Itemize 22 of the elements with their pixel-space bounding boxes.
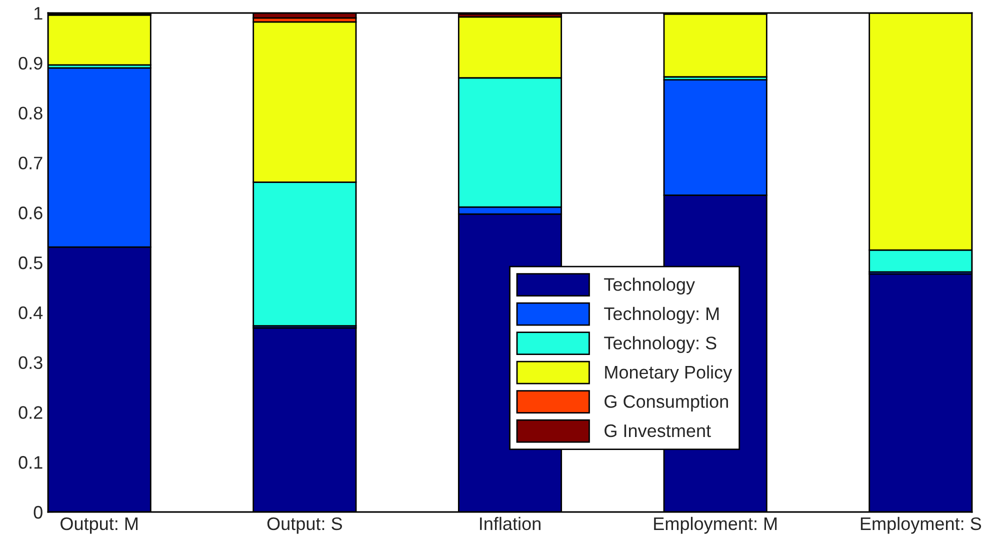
y-tick-label: 0.1	[18, 456, 42, 469]
legend-label: Monetary Policy	[605, 365, 732, 382]
y-tick-label: 0.8	[18, 106, 42, 120]
y-tick-label: 0.6	[18, 206, 42, 220]
x-tick-label: Employment: M	[654, 516, 777, 534]
legend-label: Technology: S	[604, 336, 716, 353]
legend-label: G Investment	[604, 424, 711, 438]
x-tick-label: Output: M	[60, 517, 138, 534]
y-tick-label: 0.5	[18, 256, 42, 270]
y-tick-label: 0.4	[18, 306, 43, 320]
legend-label: G Consumption	[604, 394, 728, 412]
y-tick-label: 0	[34, 506, 42, 519]
legend-label: Technology: M	[604, 306, 719, 324]
y-tick-label: 0.3	[18, 356, 42, 370]
x-tick-label: Employment: S	[860, 516, 982, 534]
y-tick-label: 0.2	[18, 406, 42, 419]
y-tick-label: 1	[34, 7, 42, 20]
y-tick-label: 0.9	[18, 56, 42, 70]
legend-label: Technology	[604, 278, 695, 294]
x-tick-label: Inflation	[480, 516, 540, 530]
x-tick-label: Output: S	[267, 517, 342, 534]
y-tick-label: 0.7	[18, 156, 42, 170]
